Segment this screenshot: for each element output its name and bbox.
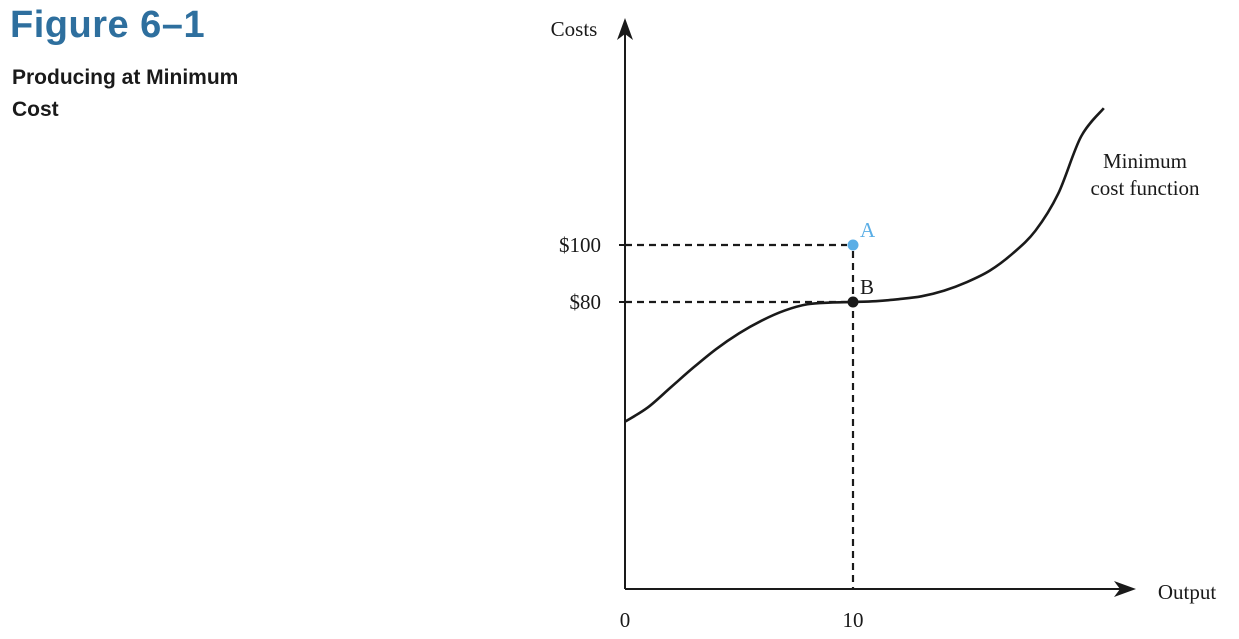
x-tick-label: 10 [843,608,864,632]
annotation-line-1: Minimum [1103,149,1187,173]
points-layer: AB [847,218,876,308]
curve-layer [624,107,1105,423]
annotation-line-2: cost function [1090,176,1200,200]
figure-title: Producing at Minimum Cost [12,66,239,121]
x-tick-label: 0 [620,608,631,632]
point-a [847,239,859,251]
y-axis-label: Costs [551,17,598,41]
y-tick-label: $80 [570,290,602,314]
x-axis-label: Output [1158,580,1217,604]
point-label-a: A [860,218,876,242]
point-label-b: B [860,275,874,299]
y-axis-arrow [617,18,633,40]
point-b [847,296,859,308]
guide-lines [625,243,855,589]
minimum-cost-curve [624,107,1105,423]
x-axis-arrow [1114,581,1136,597]
figure-number: Figure 6–1 [10,4,206,46]
axes: 0 10 $80 $100 [559,18,1136,632]
labels-layer: Costs Output Minimum cost function [551,17,1217,604]
y-tick-label: $100 [559,233,601,257]
